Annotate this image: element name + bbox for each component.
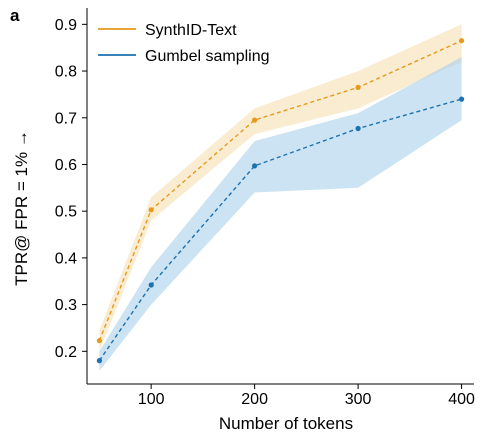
synthid-text-point: [96, 338, 102, 344]
x-axis-ticks: 100 200 300 400: [138, 384, 475, 408]
y-tick-label: 0.2: [55, 344, 77, 361]
gumbel-sampling-confidence-band: [99, 57, 462, 371]
y-axis-title: TPR@ FPR = 1% →: [12, 130, 31, 286]
gumbel-sampling-point: [148, 282, 154, 288]
gumbel-sampling-line: [98, 98, 462, 361]
panel-label: a: [10, 6, 20, 25]
series-points: [96, 38, 465, 364]
x-axis-title: Number of tokens: [219, 414, 353, 433]
legend-label-synthid-text: SynthID-Text: [145, 22, 237, 39]
synthid-text-point: [355, 84, 361, 90]
legend-label-gumbel-sampling: Gumbel sampling: [145, 48, 270, 65]
legend: SynthID-Text Gumbel sampling: [98, 22, 270, 65]
synthid-text-point: [459, 38, 465, 44]
y-tick-label: 0.4: [55, 250, 77, 267]
gumbel-sampling-point: [355, 125, 361, 132]
synthid-text-line: [98, 40, 462, 341]
y-axis-ticks: 0.2 0.3 0.4 0.5 0.6 0.7 0.8 0.9: [55, 17, 87, 361]
x-tick-label: 400: [448, 391, 475, 408]
y-tick-label: 0.7: [55, 110, 77, 127]
y-tick-label: 0.5: [55, 204, 77, 221]
x-tick-label: 100: [138, 391, 165, 408]
gumbel-sampling-point: [252, 163, 258, 169]
gumbel-sampling-point: [459, 96, 465, 102]
x-tick-label: 300: [345, 391, 372, 408]
y-tick-label: 0.3: [55, 297, 77, 314]
y-tick-label: 0.8: [55, 64, 77, 81]
y-tick-label: 0.9: [55, 17, 77, 34]
y-tick-label: 0.6: [55, 157, 77, 174]
gumbel-sampling-point: [96, 358, 102, 364]
synthid-text-point: [252, 117, 258, 123]
synthid-text-confidence-band: [99, 24, 462, 352]
series-lines: [98, 40, 462, 361]
synthid-text-point: [148, 207, 154, 213]
confidence-bands: [99, 24, 462, 371]
x-tick-label: 200: [241, 391, 268, 408]
